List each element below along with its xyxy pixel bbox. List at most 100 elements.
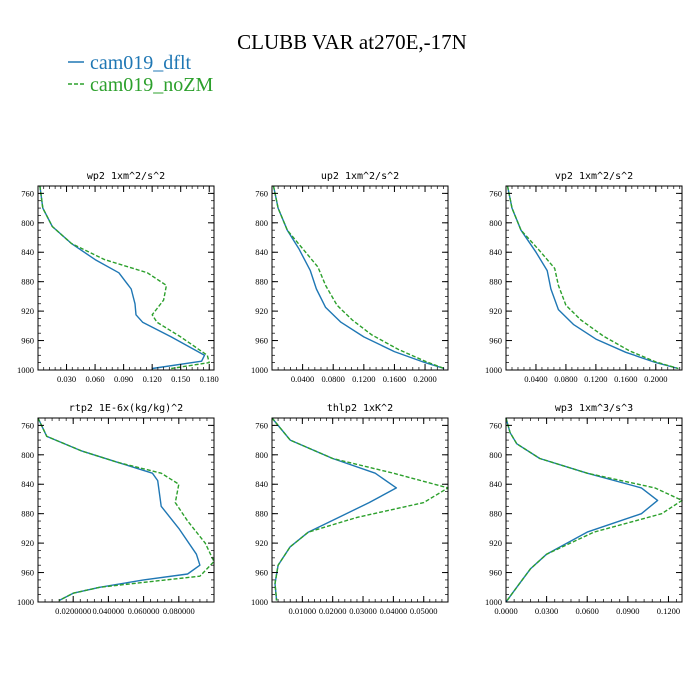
panel-title: rtp2 1E-6x(kg/kg)^2 <box>69 403 183 414</box>
y-tick-label: 880 <box>21 277 34 287</box>
y-tick-label: 960 <box>21 568 34 578</box>
x-tick-label: 0.0900 <box>616 606 639 616</box>
y-tick-label: 880 <box>255 509 268 519</box>
panel-title: wp3 1xm^3/s^3 <box>555 403 633 414</box>
y-tick-label: 920 <box>21 306 34 316</box>
y-tick-label: 920 <box>489 306 502 316</box>
y-tick-label: 760 <box>21 420 34 430</box>
x-tick-label: 0.1200 <box>657 606 680 616</box>
x-tick-label: 0.1200 <box>352 374 375 384</box>
y-tick-label: 960 <box>255 568 268 578</box>
y-tick-label: 760 <box>21 188 34 198</box>
series-line-nozm <box>506 185 679 370</box>
panel-title: wp2 1xm^2/s^2 <box>87 171 165 182</box>
y-tick-label: 1000 <box>485 597 502 607</box>
x-tick-label: 0.1600 <box>383 374 406 384</box>
y-tick-label: 920 <box>21 538 34 548</box>
y-tick-label: 840 <box>489 479 502 489</box>
x-tick-label: 0.0800 <box>554 374 577 384</box>
series-line-nozm <box>39 185 210 370</box>
y-tick-label: 1000 <box>485 365 502 375</box>
x-tick-label: 0.01000 <box>289 606 317 616</box>
x-tick-label: 0.080000 <box>163 606 195 616</box>
x-tick-label: 0.2000 <box>413 374 436 384</box>
x-tick-label: 0.120 <box>143 374 162 384</box>
y-tick-label: 960 <box>21 336 34 346</box>
series-line-dflt <box>272 185 445 370</box>
panel-title: thlp2 1xK^2 <box>327 403 393 414</box>
x-tick-label: 0.060000 <box>128 606 160 616</box>
series-group <box>39 185 210 370</box>
x-tick-label: 0.0400 <box>524 374 547 384</box>
y-tick-label: 800 <box>489 218 502 228</box>
x-tick-label: 0.060 <box>86 374 105 384</box>
y-tick-label: 960 <box>489 568 502 578</box>
legend-label-nozm: cam019_noZM <box>90 74 214 96</box>
y-tick-label: 800 <box>255 218 268 228</box>
panel-frame <box>505 185 683 371</box>
y-tick-label: 840 <box>255 247 268 257</box>
x-tick-label: 0.090 <box>114 374 133 384</box>
y-tick-label: 920 <box>255 306 268 316</box>
y-tick-label: 800 <box>21 218 34 228</box>
panel-1: wp2 1xm^2/s^2 760 800 840 880 920 960 1000 0.030… <box>17 171 219 384</box>
y-tick-label: 880 <box>489 509 502 519</box>
x-tick-label: 0.03000 <box>349 606 377 616</box>
series-line-nozm <box>271 417 449 601</box>
panel-5: thlp2 1xK^2 760 800 840 880 920 960 1000 0.01000… <box>251 403 449 616</box>
x-tick-label: 0.1600 <box>614 374 637 384</box>
x-tick-label: 0.04000 <box>380 606 408 616</box>
series-group <box>272 185 445 370</box>
y-tick-label: 840 <box>255 479 268 489</box>
figure-title: CLUBB VAR at270E,-17N <box>237 30 467 54</box>
y-tick-label: 800 <box>255 450 268 460</box>
series-line-nozm <box>505 417 683 603</box>
x-tick-label: 0.0200000 <box>55 606 91 616</box>
series-group <box>506 185 679 370</box>
series-line-nozm <box>272 185 445 370</box>
series-line-nozm <box>37 417 215 602</box>
panel-title: vp2 1xm^2/s^2 <box>555 171 633 182</box>
legend-label-dflt: cam019_dflt <box>90 52 192 74</box>
x-tick-label: 0.1200 <box>584 374 607 384</box>
y-tick-label: 800 <box>489 450 502 460</box>
panel-title: up2 1xm^2/s^2 <box>321 171 399 182</box>
y-tick-label: 760 <box>489 188 502 198</box>
series-line-dflt <box>506 185 679 370</box>
x-tick-label: 0.0800 <box>322 374 345 384</box>
x-tick-label: 0.180 <box>200 374 219 384</box>
y-tick-label: 840 <box>21 479 34 489</box>
x-tick-label: 0.0300 <box>535 606 558 616</box>
y-tick-label: 760 <box>255 420 268 430</box>
series-group <box>271 417 449 601</box>
x-tick-label: 0.2000 <box>644 374 667 384</box>
x-tick-label: 0.150 <box>171 374 190 384</box>
y-tick-label: 960 <box>255 336 268 346</box>
y-tick-label: 960 <box>489 336 502 346</box>
panel-2: up2 1xm^2/s^2 760 800 840 880 920 960 1000 0.040… <box>251 171 449 384</box>
series-line-dflt <box>505 417 659 603</box>
series-line-dflt <box>271 417 398 601</box>
panel-6: wp3 1xm^3/s^3 760 800 840 880 920 960 10000.000… <box>485 403 683 616</box>
panel-frame <box>37 185 215 371</box>
panels: wp2 1xm^2/s^2 760 800 840 880 920 960 1000 0.030… <box>17 171 683 616</box>
series-line-dflt <box>39 185 206 370</box>
y-tick-label: 920 <box>489 538 502 548</box>
series-line-dflt <box>37 417 201 602</box>
panel-frame <box>37 417 215 603</box>
series-group <box>505 417 683 603</box>
y-tick-label: 800 <box>21 450 34 460</box>
y-tick-label: 1000 <box>251 597 268 607</box>
x-tick-label: 0.02000 <box>319 606 347 616</box>
y-tick-label: 760 <box>255 188 268 198</box>
panel-4: rtp2 1E-6x(kg/kg)^2 760 800 840 880 920 960 100… <box>17 403 215 616</box>
legend: cam019_dflt cam019_noZM <box>68 52 214 96</box>
x-tick-label: 0.0400 <box>291 374 314 384</box>
y-tick-label: 1000 <box>17 597 34 607</box>
x-tick-label: 0.0000 <box>494 606 517 616</box>
x-tick-label: 0.0600 <box>576 606 599 616</box>
panel-3: vp2 1xm^2/s^2 760 800 840 880 920 960 1000 0.040… <box>485 171 683 384</box>
y-tick-label: 920 <box>255 538 268 548</box>
y-tick-label: 840 <box>21 247 34 257</box>
